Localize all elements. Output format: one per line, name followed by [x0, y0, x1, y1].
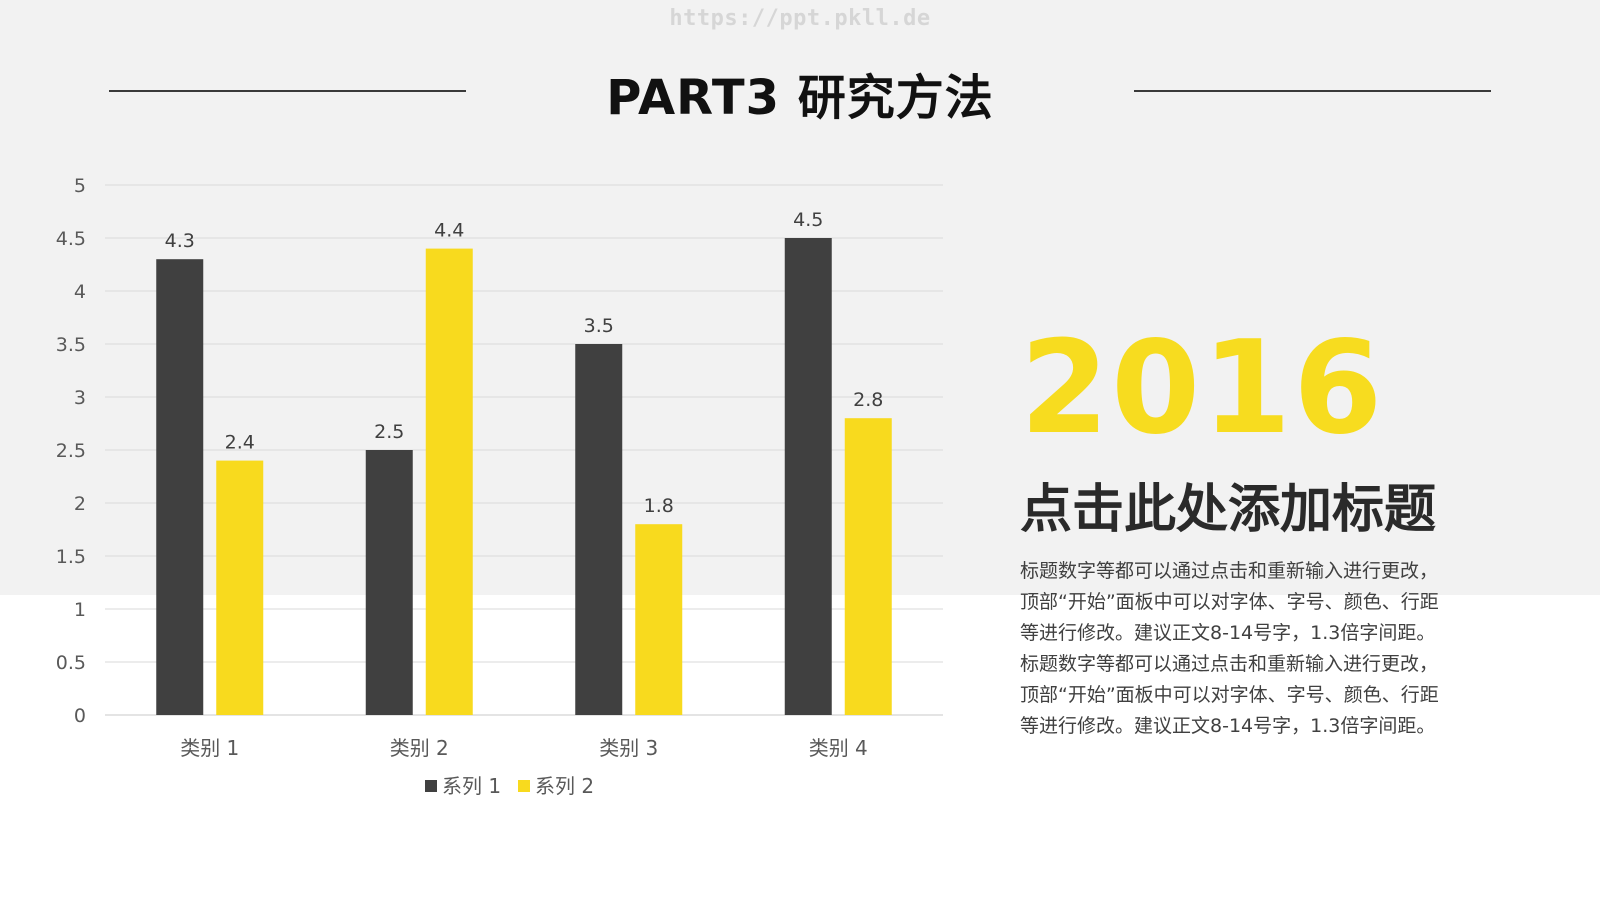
x-tick-label: 类别 2 [390, 736, 449, 760]
y-tick-label: 0 [74, 705, 86, 727]
title-divider-left [109, 90, 466, 92]
y-tick-label: 3.5 [56, 334, 86, 356]
bar-series1 [784, 238, 832, 715]
page-title: PART3 研究方法 [606, 70, 994, 126]
y-tick-label: 1.5 [56, 546, 86, 568]
data-label: 1.8 [644, 495, 674, 517]
data-label: 4.5 [793, 209, 823, 231]
legend-label: 系列 1 [442, 774, 501, 798]
data-label: 2.4 [225, 432, 255, 454]
title-divider-right [1134, 90, 1491, 92]
bar-series2 [425, 248, 473, 715]
body-paragraph: 标题数字等都可以通过点击和重新输入进行更改，顶部“开始”面板中可以对字体、字号、… [1020, 560, 1439, 737]
bar-chart: 0 0.5 1 1.5 2 2.5 3 3.5 4 4.5 5 4.3 2.4 类别 1 2.5 4.4 类别 … [56, 175, 943, 798]
bar-series2 [635, 524, 683, 715]
data-label: 3.5 [584, 315, 614, 337]
bar-series1 [156, 259, 204, 715]
data-label: 2.8 [853, 389, 883, 411]
y-tick-label: 3 [74, 387, 86, 409]
legend-swatch [518, 780, 530, 792]
data-label: 4.4 [434, 220, 464, 242]
x-tick-label: 类别 3 [599, 736, 658, 760]
legend-label: 系列 2 [535, 774, 594, 798]
y-tick-label: 4.5 [56, 228, 86, 250]
y-tick-label: 2.5 [56, 440, 86, 462]
bar-series1 [365, 450, 413, 715]
year-highlight: 2016 [1020, 314, 1385, 463]
y-tick-label: 2 [74, 493, 86, 515]
data-label: 4.3 [165, 230, 195, 252]
data-label: 2.5 [374, 421, 404, 443]
y-tick-label: 4 [74, 281, 86, 303]
legend-swatch [425, 780, 437, 792]
x-tick-label: 类别 1 [180, 736, 239, 760]
y-tick-label: 5 [74, 175, 86, 197]
x-tick-label: 类别 4 [809, 736, 868, 760]
y-tick-label: 1 [74, 599, 86, 621]
bar-series2 [844, 418, 892, 715]
bar-series2 [216, 460, 264, 715]
section-heading: 点击此处添加标题 [1020, 480, 1437, 540]
watermark-url: https://ppt.pkll.de [669, 6, 931, 31]
bar-series1 [575, 344, 623, 715]
y-tick-label: 0.5 [56, 652, 86, 674]
